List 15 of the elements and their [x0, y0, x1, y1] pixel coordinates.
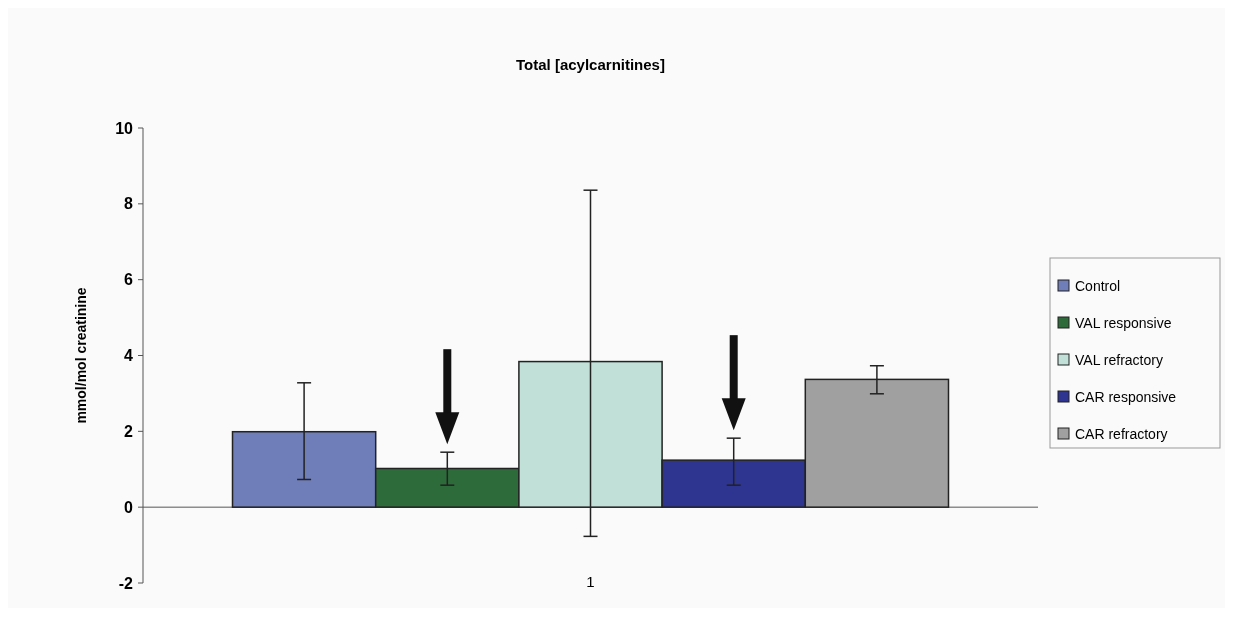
chart-title: Total [acylcarnitines] [516, 56, 665, 73]
y-tick-label: 6 [124, 271, 134, 289]
y-tick-label: 4 [124, 347, 134, 365]
y-axis-title: mmol/mol creatinine [73, 287, 89, 424]
legend-label: CAR refractory [1075, 425, 1168, 442]
legend-label: CAR responsive [1075, 388, 1177, 405]
legend-label: VAL responsive [1075, 314, 1172, 331]
y-tick-label: 2 [124, 422, 134, 440]
x-tick-label: 1 [586, 573, 595, 591]
y-tick-label: 0 [124, 498, 134, 516]
legend-label: Control [1075, 277, 1121, 294]
y-tick-label: 10 [115, 119, 134, 137]
legend-label: VAL refractory [1075, 351, 1163, 368]
y-tick-label: 8 [124, 195, 134, 213]
y-tick-label: -2 [118, 574, 134, 592]
